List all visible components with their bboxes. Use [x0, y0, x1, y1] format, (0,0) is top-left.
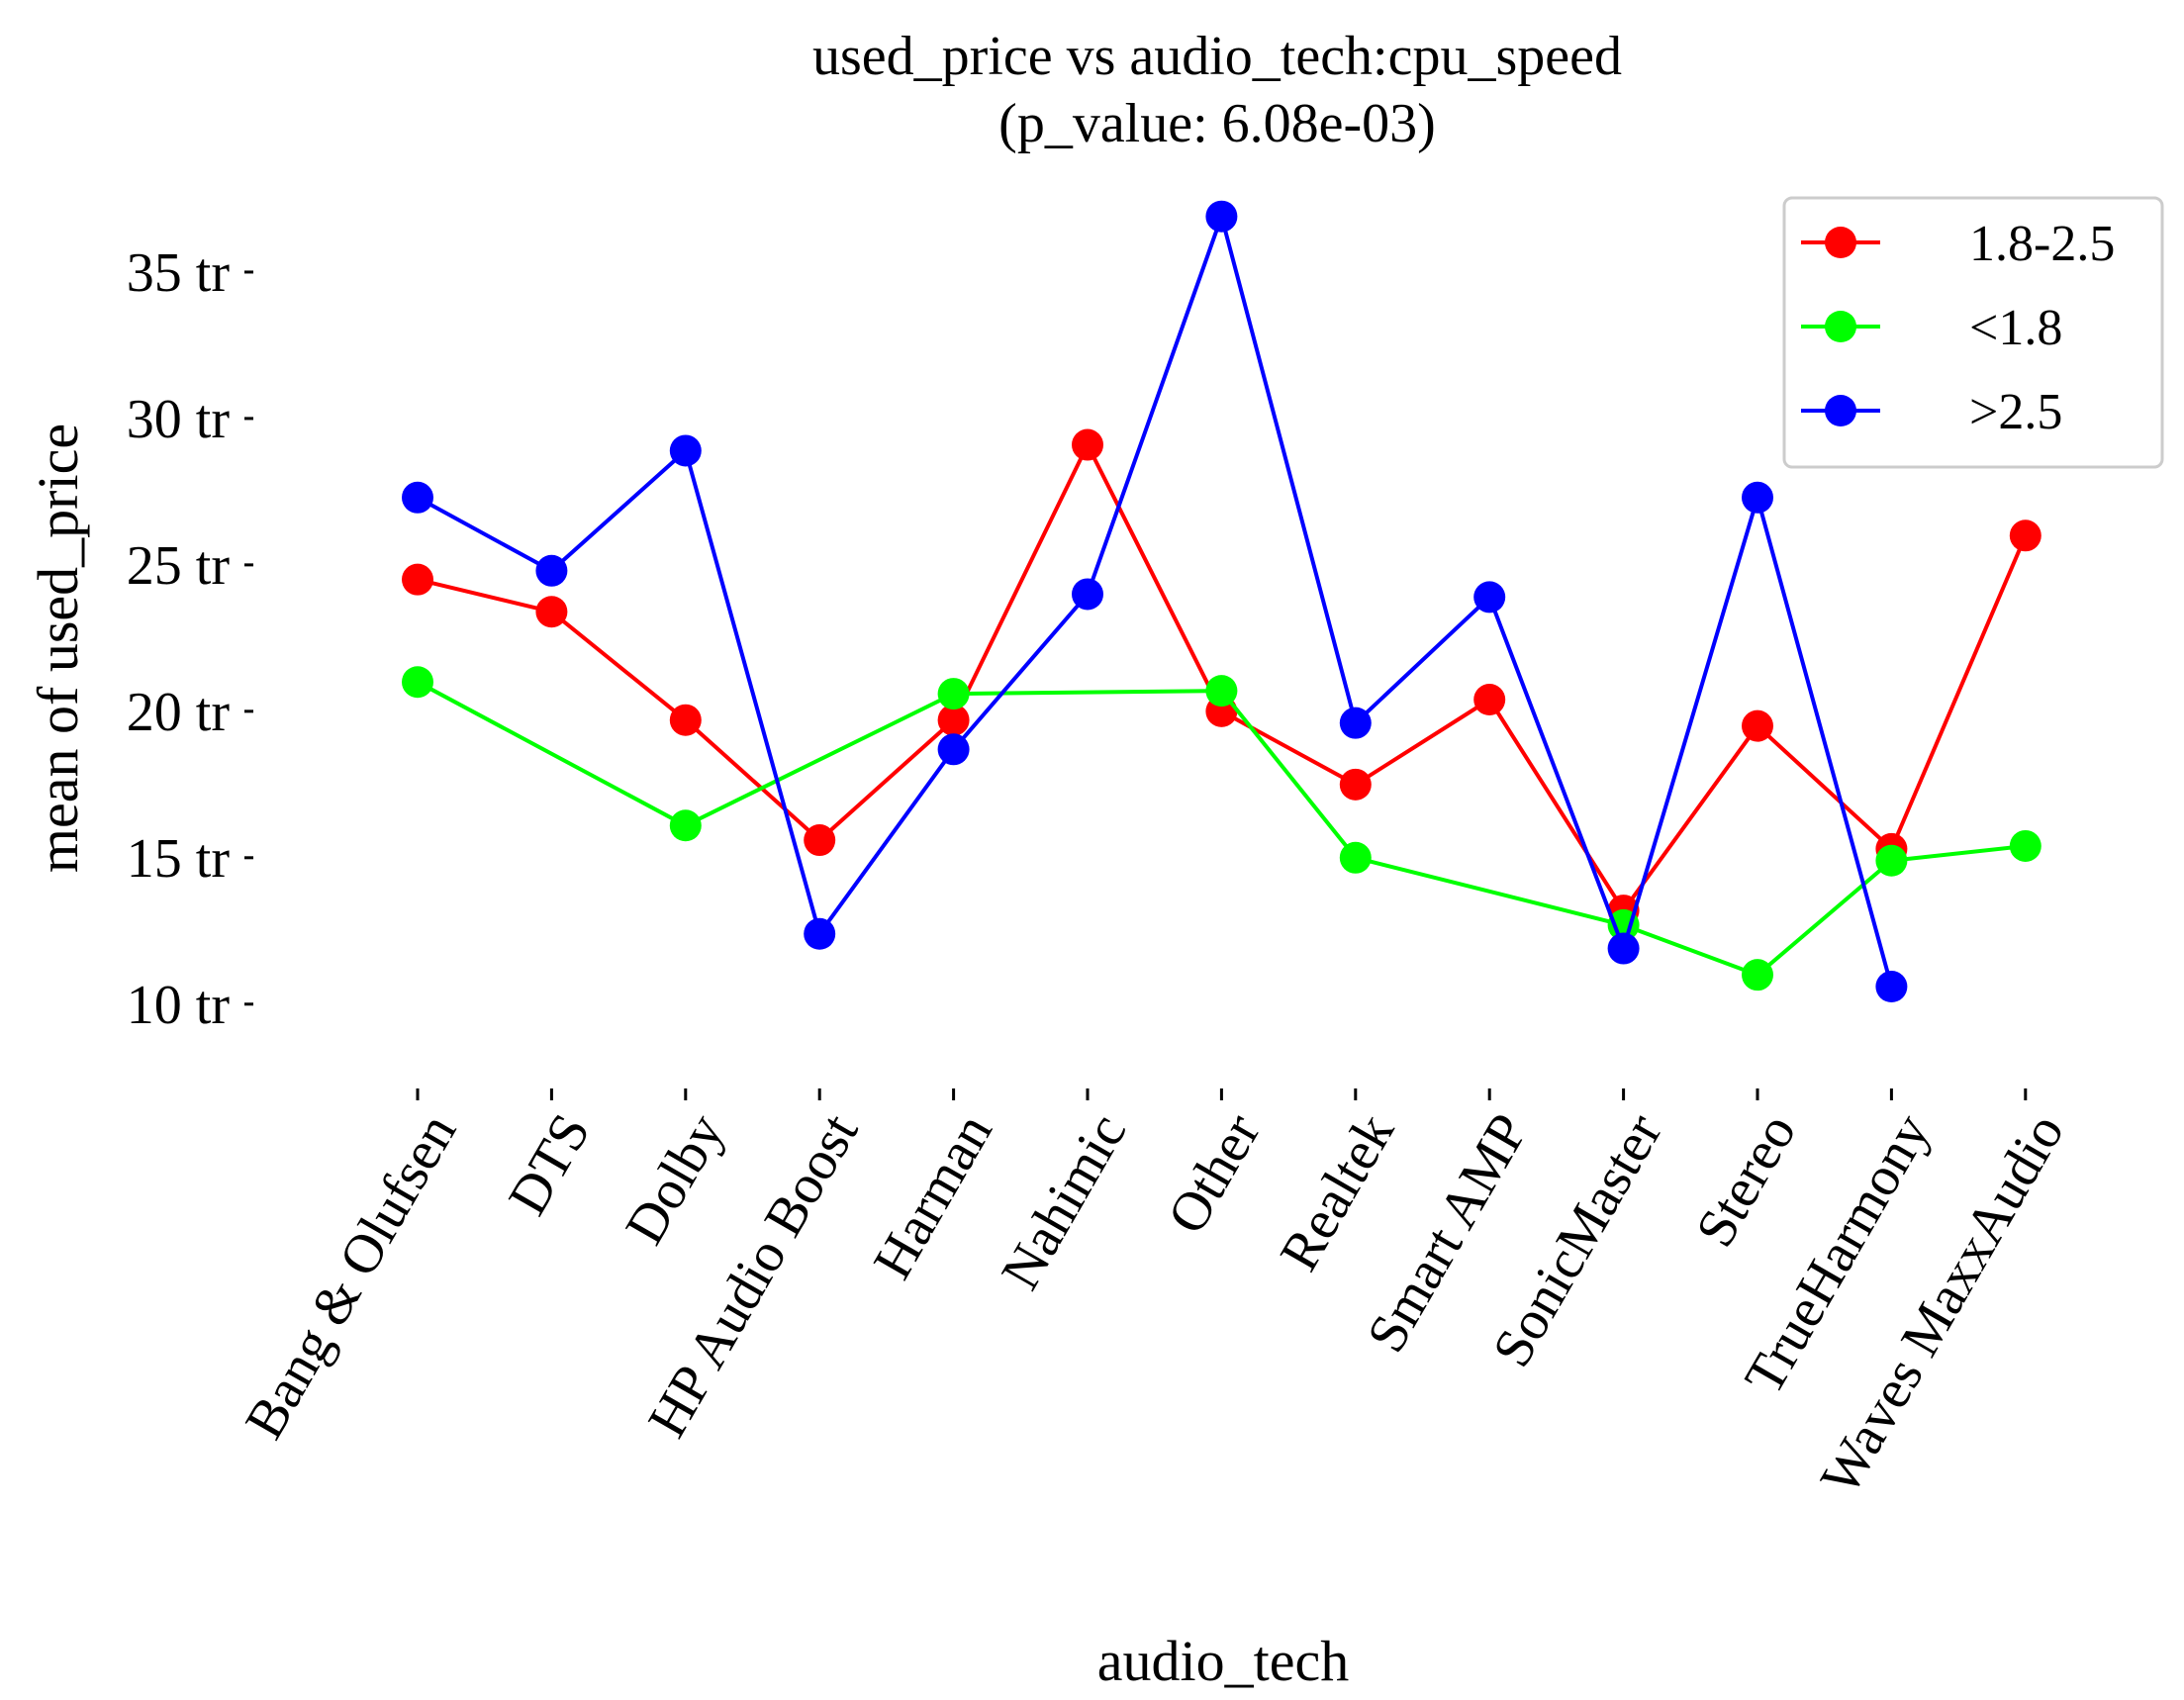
- data-point: [1742, 709, 1773, 742]
- data-point: [804, 824, 836, 857]
- data-point: [937, 704, 970, 736]
- x-tick-label: Nahimic: [990, 1104, 1138, 1300]
- x-tick-label: Stereo: [1684, 1104, 1808, 1258]
- data-point: [1205, 200, 1238, 233]
- data-point: [402, 563, 433, 596]
- legend-frame: [1782, 196, 2164, 469]
- x-tick-label: Dolby: [614, 1104, 736, 1255]
- x-tick-label: Other: [1156, 1103, 1273, 1244]
- x-axis-label: audio_tech: [1097, 1629, 1349, 1693]
- data-point: [1339, 768, 1372, 801]
- data-point: [1339, 841, 1372, 874]
- data-point: [1473, 684, 1506, 716]
- data-point: [1072, 578, 1103, 611]
- data-point: [937, 733, 970, 766]
- legend-label: 1.8-2.5: [1969, 216, 2115, 272]
- legend-label: >2.5: [1969, 384, 2062, 440]
- data-point: [1339, 707, 1372, 739]
- data-point: [1607, 932, 1640, 965]
- legend-label: <1.8: [1969, 300, 2062, 356]
- data-point: [1473, 581, 1506, 614]
- y-tick-label: 35 tr: [127, 242, 231, 304]
- y-tick-label: 10 tr: [127, 975, 231, 1036]
- data-point: [535, 554, 568, 587]
- data-point: [669, 809, 702, 842]
- y-tick-label: 20 tr: [127, 682, 231, 743]
- data-point: [937, 678, 970, 710]
- legend-marker: [1825, 395, 1856, 426]
- data-point: [2009, 829, 2042, 862]
- legend-marker: [1825, 311, 1856, 342]
- data-point: [1072, 428, 1103, 461]
- data-point: [804, 917, 836, 950]
- data-point: [2009, 519, 2042, 552]
- legend: 1.8-2.5 <1.8 >2.5: [1782, 196, 2164, 469]
- chart-title: used_price vs audio_tech:cpu_speed: [812, 26, 1622, 87]
- series-layer: [402, 200, 2042, 1003]
- data-point: [669, 434, 702, 467]
- x-tick-label: DTS: [497, 1104, 603, 1226]
- data-point: [1742, 481, 1773, 514]
- data-point: [669, 704, 702, 736]
- y-tick-label: 25 tr: [127, 535, 231, 597]
- data-point: [535, 596, 568, 628]
- series-line: [417, 214, 1894, 988]
- chart-subtitle: (p_value: 6.08e-03): [998, 93, 1436, 154]
- data-point: [402, 481, 433, 514]
- legend-marker: [1825, 227, 1856, 258]
- y-tick-label: 30 tr: [127, 389, 231, 450]
- data-point: [402, 666, 433, 699]
- x-tick-label: Waves MaxxAudio: [1809, 1104, 2076, 1506]
- x-tick-label: Realtek: [1269, 1104, 1406, 1281]
- data-point: [1742, 959, 1773, 992]
- data-point: [1875, 971, 1908, 1003]
- x-tick-label: Harman: [862, 1104, 1004, 1289]
- x-tick-label: Bang & Olufsen: [234, 1104, 468, 1450]
- y-axis: 10 tr 15 tr 20 tr 25 tr 30 tr 35 tr: [127, 242, 253, 1036]
- series-2: [402, 200, 1908, 1003]
- data-point: [1875, 844, 1908, 877]
- y-tick-label: 15 tr: [127, 828, 231, 890]
- y-axis-label: mean of used_price: [26, 424, 90, 873]
- data-point: [1205, 675, 1238, 708]
